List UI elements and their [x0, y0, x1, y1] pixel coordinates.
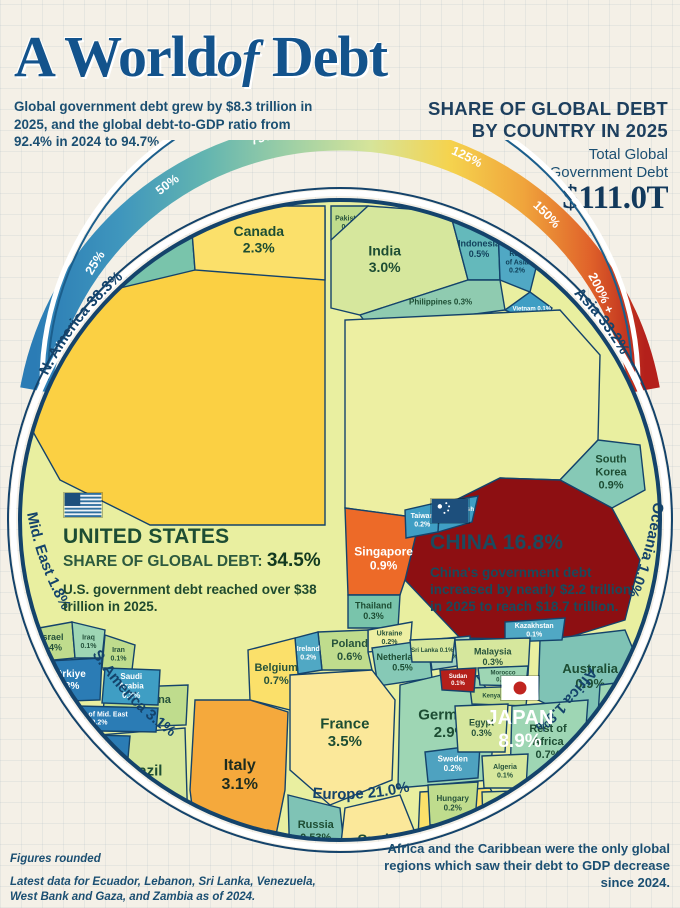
total-debt-label-line2: Government Debt: [549, 164, 668, 181]
treemap-svg: Debt as a Percentage of GDP 0% 25% 50% 7…: [7, 140, 673, 853]
cell-shape-peru: [57, 775, 93, 813]
cell-shape-spain: [339, 794, 419, 840]
share-heading: SHARE OF GLOBAL DEBT BY COUNTRY IN 2025: [368, 98, 668, 142]
cell-shape-saudi: [101, 667, 161, 706]
cell-shape-poland: [317, 629, 373, 671]
scale-tick-75: 75%: [249, 140, 277, 148]
treemap-cell-sri-lanka[interactable]: Sri Lanka 0.1%: [409, 637, 456, 663]
cell-label-colombia: Colombia: [149, 840, 181, 847]
color-scale-band: [20, 140, 660, 393]
share-heading-line1: SHARE OF GLOBAL DEBT: [428, 98, 668, 119]
cell-label-qatar: Qatar: [69, 765, 85, 771]
circle-outline: [18, 198, 662, 842]
cell-shape-kazakhstan: [504, 617, 566, 643]
cell-shape-kenya: [469, 685, 529, 707]
cell-label-rest-s-america: Rest of: [106, 836, 130, 843]
cell-label-south-africa-1: Africa: [500, 816, 527, 826]
cell-shape-morocco: [477, 665, 529, 687]
footer-notes: Figures rounded Latest data for Ecuador,…: [10, 852, 340, 905]
treemap-cell-kenya[interactable]: Kenya 0.1%: [469, 685, 529, 707]
circle-outline-thin: [7, 187, 673, 853]
title-part-1: A World: [14, 24, 218, 89]
title-part-2: of: [217, 31, 259, 88]
intro-paragraph: Global government debt grew by $8.3 tril…: [14, 99, 313, 149]
cell-shape-france: [289, 669, 396, 806]
total-debt-label: Total Global Government Debt: [368, 146, 668, 182]
cell-shape-thailand: [347, 594, 401, 629]
footer-note-1: Figures rounded: [10, 853, 101, 865]
cell-label-south-africa-2: 0.3%: [503, 826, 524, 836]
scale-inner-ring-line: [47, 140, 633, 381]
cell-shape-sri-lanka: [409, 637, 456, 663]
debt-treemap-chart: Debt as a Percentage of GDP 0% 25% 50% 7…: [0, 140, 680, 870]
circle-outline-white: [10, 190, 670, 850]
cell-shape-egypt: [454, 703, 509, 753]
cell-label-rest-s-america-1: S. America: [100, 844, 136, 851]
cell-label-nigeria-1: 0.1%: [547, 797, 561, 803]
cell-shape-sudan: [439, 667, 477, 693]
cell-label-nigeria: Nigeria: [544, 790, 565, 796]
cell-shape-qatar: [51, 759, 101, 783]
footer-note-2: Latest data for Ecuador, Lebanon, Sri La…: [10, 876, 316, 903]
total-debt-label-line1: Total Global: [588, 146, 668, 163]
cell-label-south-africa: South: [501, 805, 527, 815]
scale-inner-ring: [39, 140, 641, 384]
title-part-3: Debt: [271, 24, 388, 89]
footer-highlight: Africa and the Caribbean were the only g…: [384, 841, 670, 890]
cell-shape-ireland: [294, 631, 323, 675]
cell-shape-russia: [287, 794, 346, 840]
cell-label-peru-1: 0.1%: [67, 796, 84, 803]
share-heading-line2: BY COUNTRY IN 2025: [471, 120, 668, 141]
cell-label-peru: Peru: [67, 788, 83, 795]
cell-label-qatar-1: 0.1%: [70, 772, 84, 778]
page-title: A Worldof Debt: [14, 28, 674, 89]
